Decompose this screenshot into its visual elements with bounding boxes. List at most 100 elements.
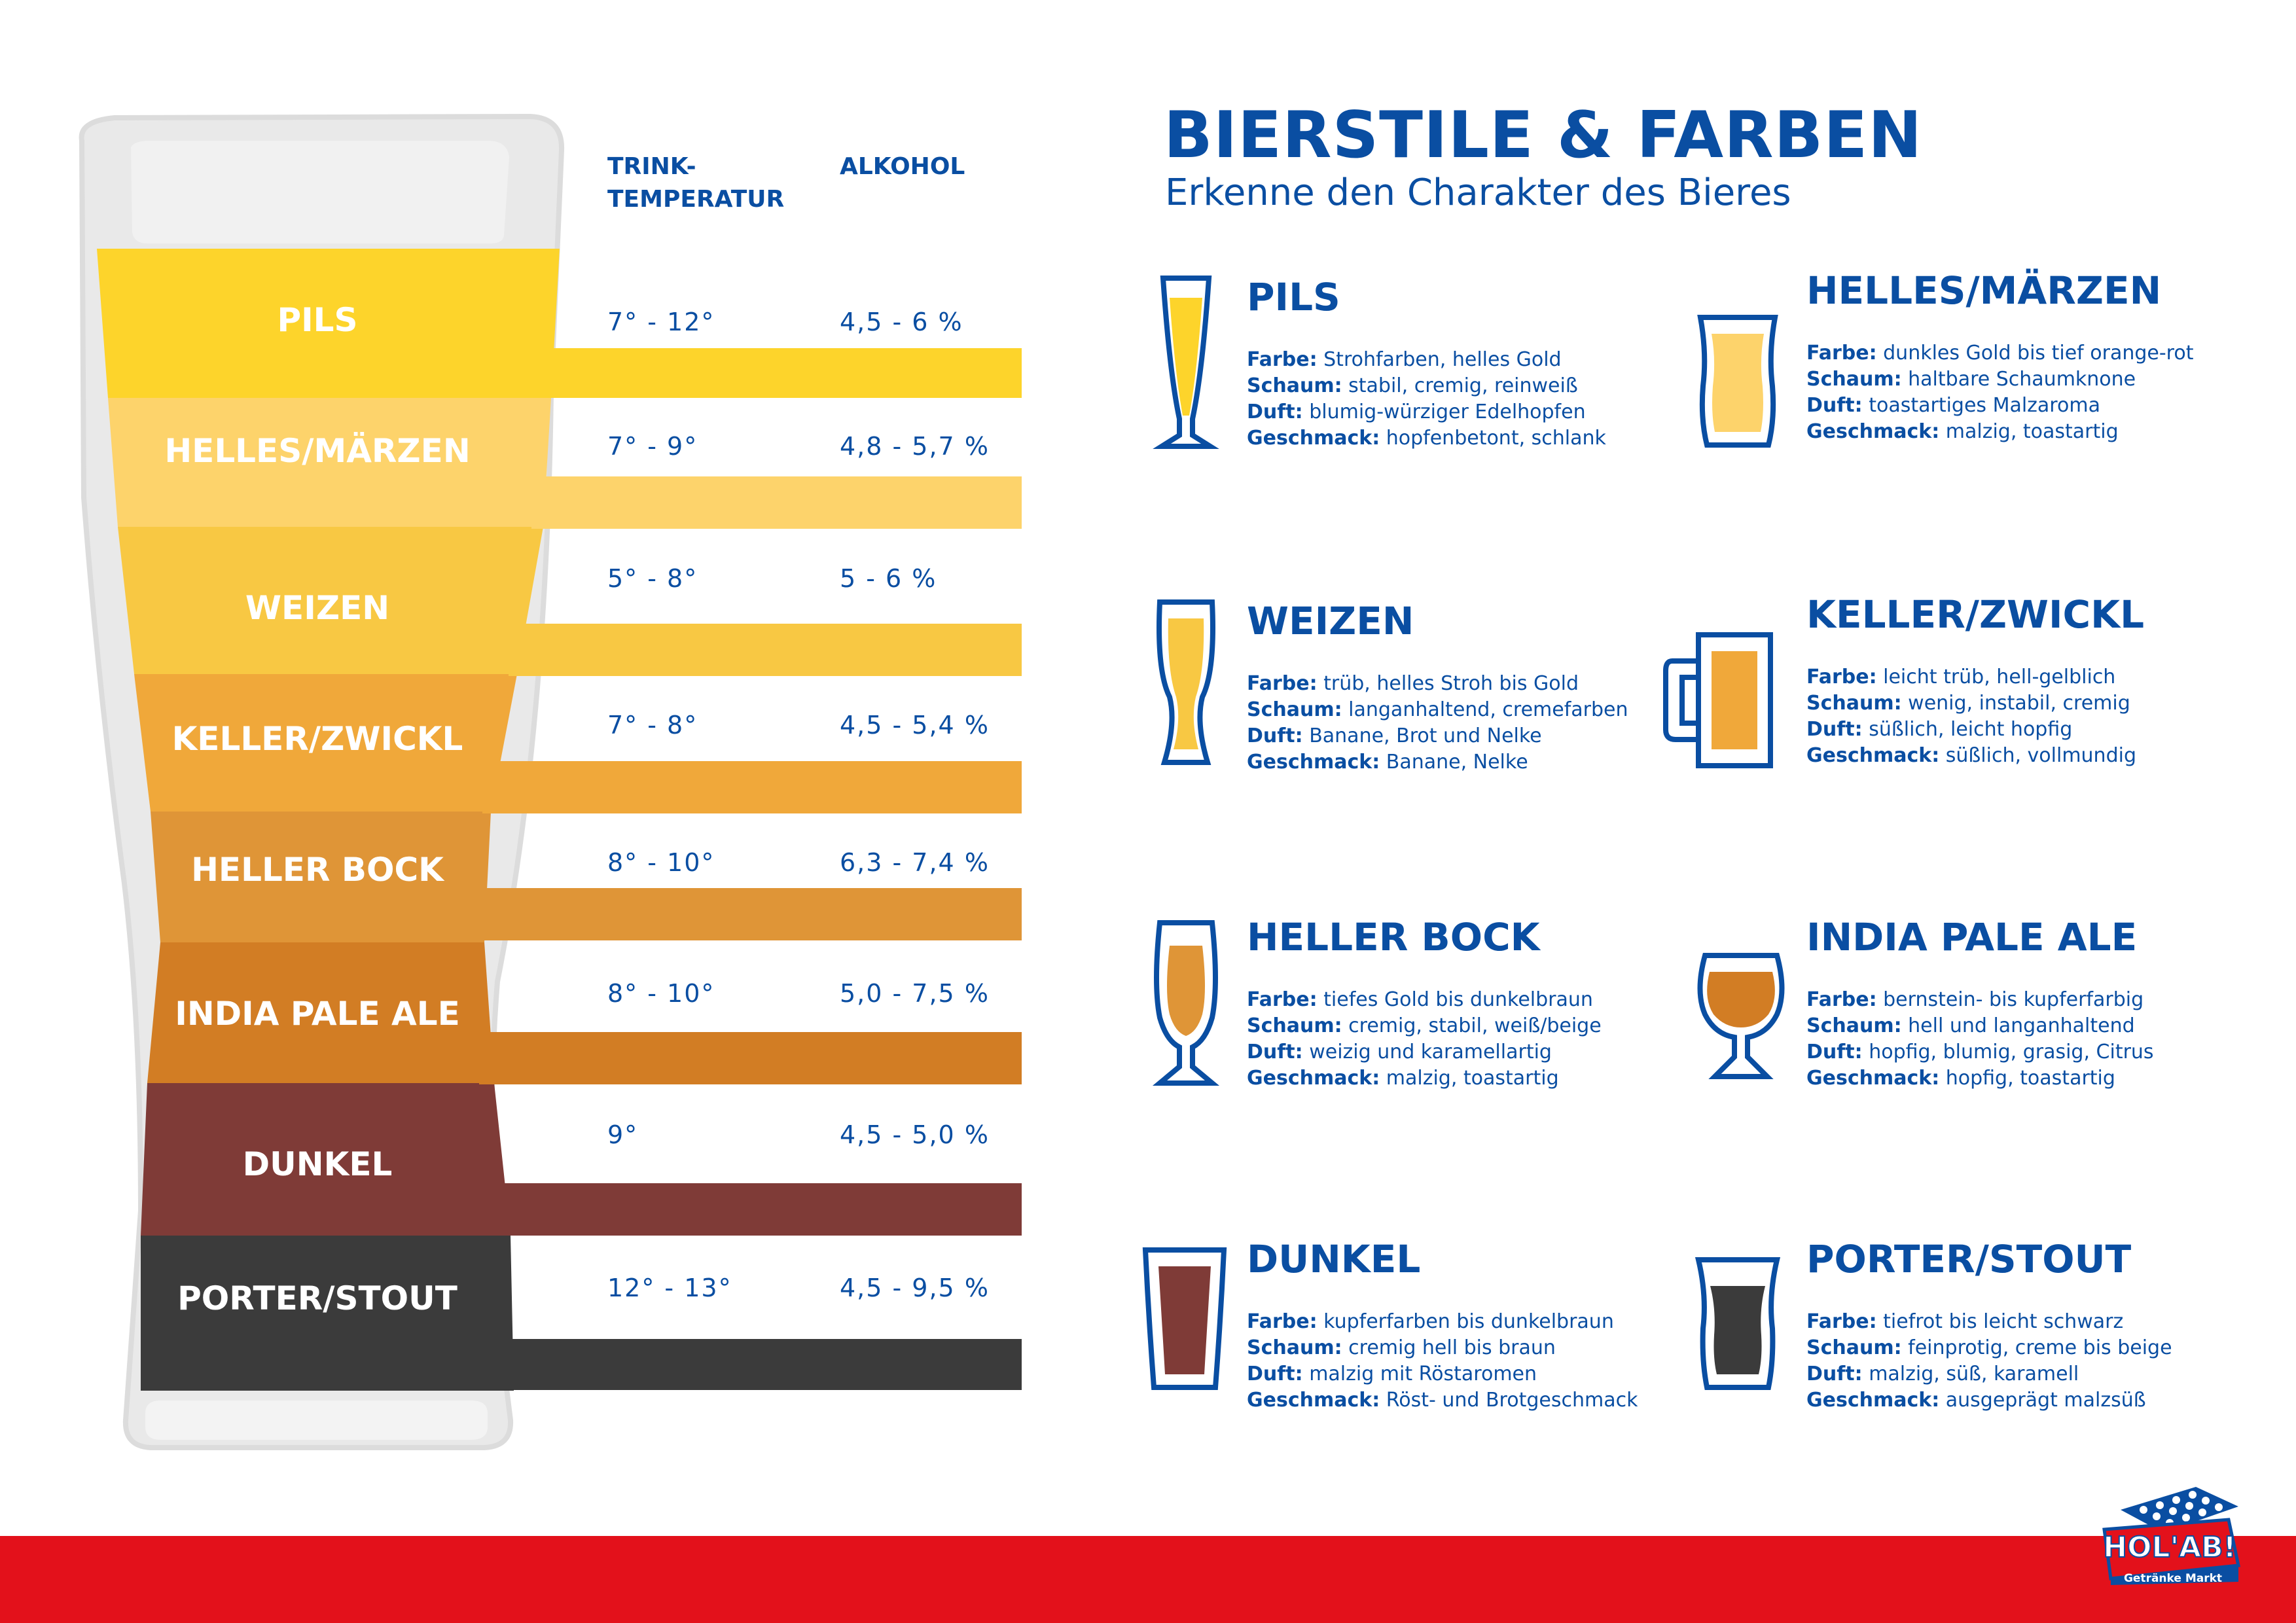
card-line-label: Geschmack:	[1806, 744, 1940, 767]
card-line-duft: Duft: malzig, süß, karamell	[1806, 1363, 2079, 1385]
glass-band-label: DUNKEL	[242, 1145, 393, 1183]
color-stripe	[482, 761, 1022, 813]
card-line-value: wenig, instabil, cremig	[1908, 692, 2130, 715]
card-line-farbe: Farbe: tiefrot bis leicht schwarz	[1806, 1310, 2123, 1333]
alcohol-value: 4,5 - 6 %	[840, 308, 963, 336]
card-line-value: kupferfarben bis dunkelbraun	[1323, 1310, 1614, 1333]
card-line-value: cremig, stabil, weiß/beige	[1348, 1014, 1602, 1037]
glass-band-6	[147, 942, 494, 1083]
temp-value: 8° - 10°	[607, 848, 715, 877]
card-line-duft: Duft: hopfig, blumig, grasig, Citrus	[1806, 1041, 2154, 1063]
card-line-geschmack: Geschmack: hopfenbetont, schlank	[1247, 427, 1606, 450]
card-line-farbe: Farbe: dunkles Gold bis tief orange-rot	[1806, 342, 2193, 365]
card-line-label: Farbe:	[1806, 988, 1877, 1011]
temp-value: 5° - 8°	[607, 564, 698, 593]
card-line-label: Duft:	[1806, 1363, 1863, 1385]
card-line-value: hopfig, blumig, grasig, Citrus	[1869, 1041, 2154, 1063]
page-subtitle: Erkenne den Charakter des Bieres	[1165, 171, 1791, 214]
card-line-value: malzig, süß, karamell	[1869, 1363, 2079, 1385]
temp-column-header: TRINK- TEMPERATUR	[607, 153, 785, 213]
glass-band-1	[97, 249, 560, 398]
card-line-value: tiefrot bis leicht schwarz	[1883, 1310, 2124, 1333]
card-line-schaum: Schaum: cremig hell bis braun	[1247, 1336, 1556, 1359]
card-line-label: Duft:	[1247, 1363, 1303, 1385]
glass-band-label: INDIA PALE ALE	[175, 995, 460, 1033]
card-line-value: hopfenbetont, schlank	[1386, 427, 1606, 450]
card-line-label: Farbe:	[1806, 666, 1877, 688]
card-line-value: Banane, Nelke	[1386, 751, 1528, 774]
glass-band-8	[141, 1236, 514, 1391]
pint-glass-icon	[1695, 1257, 1781, 1397]
card-line-farbe: Farbe: tiefes Gold bis dunkelbraun	[1247, 988, 1593, 1011]
card-line-value: süßlich, vollmundig	[1945, 744, 2136, 767]
card-line-value: blumig-würziger Edelhopfen	[1309, 401, 1586, 423]
temp-value: 7° - 9°	[607, 432, 698, 461]
card-title: HELLER BOCK	[1247, 915, 1540, 959]
card-line-label: Geschmack:	[1806, 420, 1940, 443]
card-line-value: malzig, toastartig	[1945, 420, 2119, 443]
temp-value: 7° - 12°	[607, 308, 715, 336]
glass-band-label: HELLER BOCK	[191, 851, 444, 889]
card-line-label: Schaum:	[1247, 374, 1342, 397]
card-title: WEIZEN	[1247, 599, 1414, 643]
card-line-duft: Duft: toastartiges Malzaroma	[1806, 394, 2100, 417]
card-line-value: feinprotig, creme bis beige	[1908, 1336, 2172, 1359]
glass-band-label: PILS	[277, 301, 358, 339]
card-line-schaum: Schaum: langanhaltend, cremefarben	[1247, 698, 1628, 721]
card-line-farbe: Farbe: bernstein- bis kupferfarbig	[1806, 988, 2144, 1011]
card-line-geschmack: Geschmack: hopfig, toastartig	[1806, 1067, 2115, 1090]
alcohol-value: 4,5 - 5,0 %	[840, 1120, 990, 1149]
alcohol-value: 6,3 - 7,4 %	[840, 848, 990, 877]
card-title: PILS	[1247, 275, 1340, 319]
card-line-duft: Duft: weizig und karamellartig	[1247, 1041, 1552, 1063]
card-title: HELLES/MÄRZEN	[1806, 268, 2162, 313]
card-line-label: Schaum:	[1247, 1336, 1342, 1359]
card-line-schaum: Schaum: cremig, stabil, weiß/beige	[1247, 1014, 1602, 1037]
temp-value: 9°	[607, 1120, 639, 1149]
weizen-glass-icon	[1150, 599, 1222, 772]
temp-value: 7° - 8°	[607, 711, 698, 740]
card-line-label: Schaum:	[1806, 692, 1902, 715]
alcohol-column-header: ALKOHOL	[840, 153, 965, 180]
glass-band-label: KELLER/ZWICKL	[171, 720, 463, 758]
card-line-value: hopfig, toastartig	[1945, 1067, 2115, 1090]
card-line-label: Duft:	[1247, 1041, 1303, 1063]
card-line-label: Duft:	[1806, 394, 1863, 417]
card-line-schaum: Schaum: haltbare Schaumknone	[1806, 368, 2136, 391]
card-line-label: Farbe:	[1247, 1310, 1318, 1333]
color-stripe	[494, 1183, 1022, 1236]
glass-band-label: WEIZEN	[245, 589, 390, 627]
card-line-label: Duft:	[1247, 724, 1303, 747]
card-line-value: cremig hell bis braun	[1348, 1336, 1556, 1359]
glass-band-4	[134, 674, 517, 812]
glass-band-5	[151, 812, 491, 942]
card-line-label: Duft:	[1247, 401, 1303, 423]
card-line-value: süßlich, leicht hopfig	[1869, 718, 2073, 741]
card-line-value: malzig, toastartig	[1386, 1067, 1559, 1090]
color-stripe	[479, 1032, 1022, 1084]
temp-value: 12° - 13°	[607, 1274, 732, 1302]
alcohol-value: 5 - 6 %	[840, 564, 937, 593]
card-line-geschmack: Geschmack: ausgeprägt malzsüß	[1806, 1389, 2146, 1412]
card-title: PORTER/STOUT	[1806, 1237, 2132, 1281]
beer-glass-icon	[1695, 314, 1780, 454]
color-stripe	[508, 624, 1022, 676]
card-line-duft: Duft: malzig mit Röstaromen	[1247, 1363, 1537, 1385]
alcohol-value: 4,8 - 5,7 %	[840, 432, 990, 461]
card-line-farbe: Farbe: trüb, helles Stroh bis Gold	[1247, 672, 1579, 695]
card-line-farbe: Farbe: Strohfarben, helles Gold	[1247, 348, 1562, 371]
card-title: KELLER/ZWICKL	[1806, 592, 2145, 637]
card-line-schaum: Schaum: wenig, instabil, cremig	[1806, 692, 2130, 715]
card-line-value: Strohfarben, helles Gold	[1323, 348, 1562, 371]
card-line-schaum: Schaum: hell und langanhaltend	[1806, 1014, 2135, 1037]
card-line-label: Geschmack:	[1806, 1067, 1940, 1090]
card-line-geschmack: Geschmack: süßlich, vollmundig	[1806, 744, 2136, 767]
card-line-schaum: Schaum: stabil, cremig, reinweiß	[1247, 374, 1578, 397]
card-line-label: Farbe:	[1247, 672, 1318, 695]
glass-band-label: HELLES/MÄRZEN	[164, 432, 471, 470]
card-line-label: Farbe:	[1247, 988, 1318, 1011]
card-line-value: weizig und karamellartig	[1309, 1041, 1552, 1063]
dunkel-glass-icon	[1142, 1247, 1227, 1397]
card-line-duft: Duft: süßlich, leicht hopfig	[1806, 718, 2072, 741]
beer-glass-illustration	[79, 113, 565, 1450]
